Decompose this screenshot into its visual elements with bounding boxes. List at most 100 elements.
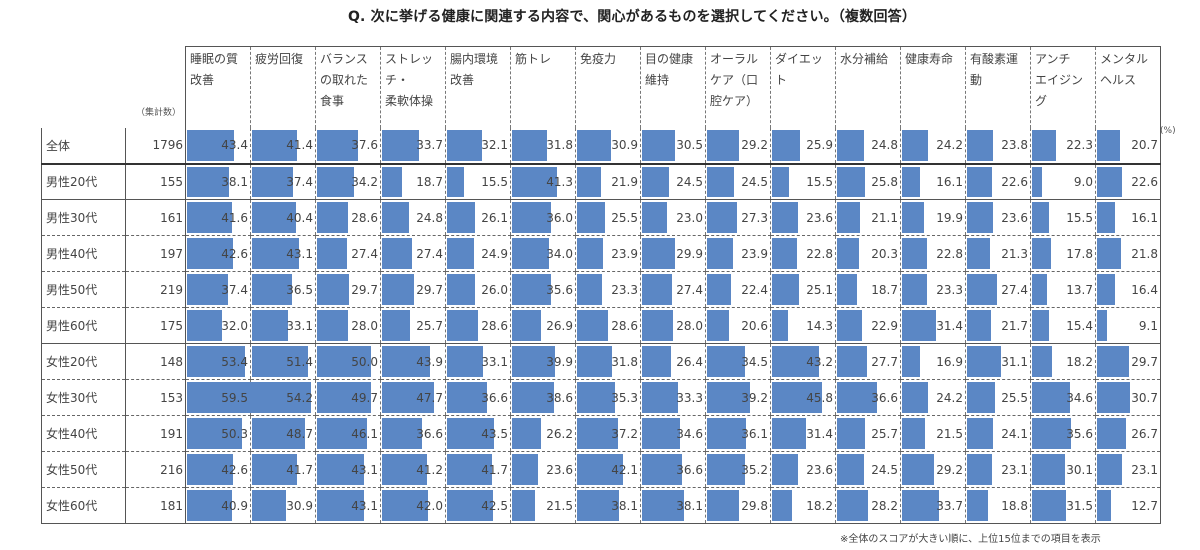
data-bar bbox=[707, 346, 745, 377]
value-cell: 23.1 bbox=[1095, 451, 1161, 488]
value-cell: 35.3 bbox=[575, 379, 641, 416]
value-label: 35.6 bbox=[546, 282, 573, 297]
value-cell: 40.9 bbox=[185, 487, 251, 524]
value-label: 26.4 bbox=[676, 354, 703, 369]
column-header-line: 筋トレ bbox=[515, 52, 552, 66]
data-bar bbox=[967, 454, 993, 485]
value-cell: 37.6 bbox=[315, 127, 381, 165]
value-cell: 25.7 bbox=[835, 415, 901, 452]
chart-title: Q. 次に挙げる健康に関連する内容で、関心があるものを選択してください。（複数回… bbox=[347, 9, 917, 25]
data-bar bbox=[1097, 454, 1123, 485]
data-bar bbox=[772, 382, 822, 413]
sample-count: 181 bbox=[125, 487, 186, 524]
data-bar bbox=[1032, 129, 1057, 161]
data-bar bbox=[187, 346, 246, 377]
data-bar bbox=[252, 418, 305, 449]
value-label: 42.6 bbox=[221, 246, 248, 261]
data-bar bbox=[967, 202, 993, 233]
value-label: 46.1 bbox=[351, 426, 378, 441]
value-label: 23.8 bbox=[1001, 138, 1028, 152]
value-label: 37.4 bbox=[286, 174, 313, 189]
value-label: 25.5 bbox=[1001, 390, 1028, 405]
row-label: 女性50代 bbox=[41, 451, 126, 488]
data-bar bbox=[1097, 238, 1121, 269]
value-cell: 33.1 bbox=[250, 307, 316, 344]
data-bar bbox=[252, 454, 298, 485]
value-cell: 39.9 bbox=[510, 343, 576, 380]
value-cell: 23.6 bbox=[510, 451, 576, 488]
data-bar bbox=[317, 166, 355, 197]
value-label: 43.1 bbox=[351, 462, 378, 477]
column-header-line: 睡眠の質 bbox=[190, 52, 239, 66]
table-row: 女性50代 216 42.6 41.7 43.1 41.2 41.7 23.6 42.1 36.6… bbox=[41, 451, 1161, 488]
value-label: 28.6 bbox=[351, 210, 378, 225]
header-blank bbox=[42, 47, 126, 128]
value-cell: 27.7 bbox=[835, 343, 901, 380]
data-bar bbox=[772, 346, 819, 377]
data-bar bbox=[512, 490, 536, 521]
value-cell: 36.6 bbox=[640, 451, 706, 488]
value-label: 42.0 bbox=[416, 498, 443, 513]
data-bar bbox=[577, 454, 623, 485]
data-bar bbox=[382, 129, 419, 161]
value-cell: 23.6 bbox=[770, 199, 836, 236]
data-bar bbox=[902, 310, 937, 341]
value-cell: 9.0 bbox=[1030, 163, 1096, 200]
value-cell: 35.6 bbox=[510, 271, 576, 308]
value-label: 40.4 bbox=[286, 210, 313, 225]
value-label: 28.0 bbox=[351, 318, 378, 333]
column-header-line: 健康寿命 bbox=[905, 52, 954, 66]
value-label: 38.1 bbox=[676, 498, 703, 513]
data-bar bbox=[577, 310, 609, 341]
data-bar bbox=[837, 238, 860, 269]
value-label: 28.2 bbox=[871, 498, 898, 513]
column-header: 免疫力 bbox=[575, 46, 641, 128]
sample-count: 175 bbox=[125, 307, 186, 344]
value-label: 36.6 bbox=[416, 426, 443, 441]
value-cell: 29.7 bbox=[380, 271, 446, 308]
value-label: 36.0 bbox=[546, 210, 573, 225]
value-label: 33.7 bbox=[416, 138, 443, 152]
value-cell: 33.7 bbox=[900, 487, 966, 524]
value-cell: 35.6 bbox=[1030, 415, 1096, 452]
data-bar bbox=[317, 310, 348, 341]
data-bar bbox=[187, 310, 222, 341]
value-cell: 41.3 bbox=[510, 163, 576, 200]
data-bar bbox=[1032, 490, 1067, 521]
value-cell: 23.8 bbox=[965, 127, 1031, 165]
value-label: 35.2 bbox=[741, 462, 768, 477]
value-cell: 31.4 bbox=[770, 415, 836, 452]
value-label: 18.2 bbox=[1066, 354, 1093, 369]
value-cell: 34.6 bbox=[640, 415, 706, 452]
value-cell: 18.7 bbox=[380, 163, 446, 200]
data-bar bbox=[707, 454, 746, 485]
value-cell: 29.2 bbox=[705, 127, 771, 165]
value-cell: 26.0 bbox=[445, 271, 511, 308]
data-bar bbox=[1097, 202, 1115, 233]
data-bar bbox=[512, 202, 552, 233]
column-header-line: チ・ bbox=[385, 73, 410, 87]
value-label: 30.1 bbox=[1066, 462, 1093, 477]
value-cell: 23.9 bbox=[575, 235, 641, 272]
data-bar bbox=[447, 490, 494, 521]
data-bar bbox=[187, 129, 235, 161]
value-cell: 24.8 bbox=[380, 199, 446, 236]
value-cell: 15.4 bbox=[1030, 307, 1096, 344]
value-label: 28.6 bbox=[481, 318, 508, 333]
column-header: 有酸素運動 bbox=[965, 46, 1031, 128]
value-label: 23.6 bbox=[546, 462, 573, 477]
data-bar bbox=[187, 274, 228, 305]
table-row: 女性40代 191 50.3 48.7 46.1 36.6 43.5 26.2 37.2 34.6… bbox=[41, 415, 1161, 452]
value-label: 9.1 bbox=[1138, 318, 1158, 333]
column-header-line: 免疫力 bbox=[580, 52, 617, 66]
value-label: 16.4 bbox=[1131, 282, 1158, 297]
data-bar bbox=[317, 202, 349, 233]
data-bar bbox=[642, 382, 679, 413]
data-bar bbox=[512, 129, 547, 161]
table-row: 男性50代 219 37.4 36.5 29.7 29.7 26.0 35.6 23.3 27.4… bbox=[41, 271, 1161, 308]
data-bar bbox=[707, 166, 734, 197]
value-cell: 26.7 bbox=[1095, 415, 1161, 452]
data-bar bbox=[1097, 346, 1130, 377]
value-label: 20.6 bbox=[741, 318, 768, 333]
column-header-line: メンタル bbox=[1100, 52, 1149, 66]
